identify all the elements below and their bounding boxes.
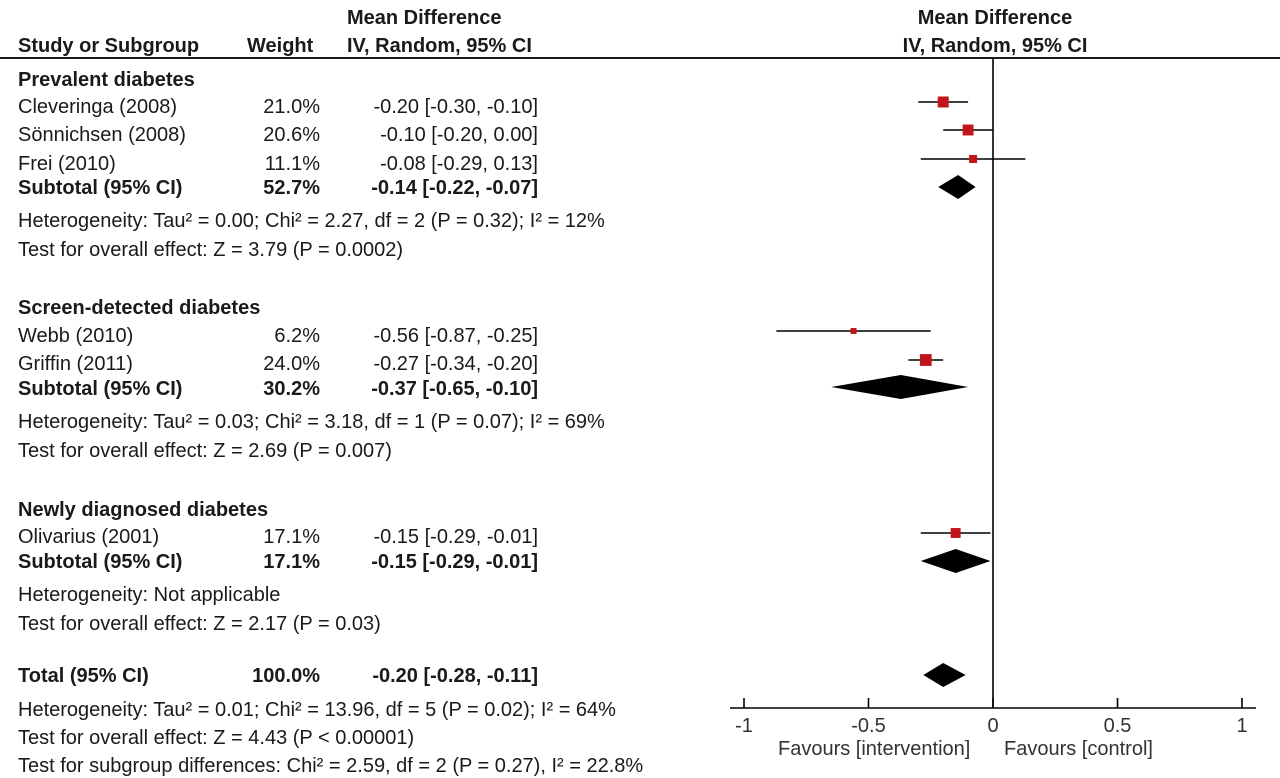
x-tick-label: -0.5 [851, 715, 885, 737]
study-weight: 11.1% [264, 153, 320, 175]
overall-effect-text: Test for overall effect: Z = 3.79 (P = 0… [18, 239, 404, 261]
col-header-study: Study or Subgroup [18, 35, 200, 57]
total-ci: -0.20 [-0.28, -0.11] [372, 665, 538, 687]
group-heading: Newly diagnosed diabetes [18, 499, 269, 521]
overall-effect-text: Test for overall effect: Z = 2.69 (P = 0… [18, 440, 392, 462]
overall-effect-text: Test for overall effect: Z = 2.17 (P = 0… [18, 613, 381, 635]
study-ci: -0.56 [-0.87, -0.25] [373, 325, 538, 347]
study-marker [962, 124, 974, 136]
x-tick-label: 1 [1236, 715, 1247, 737]
col-header-md-line2: IV, Random, 95% CI [347, 35, 532, 57]
header-rule [0, 57, 1280, 59]
subtotal-label: Subtotal (95% CI) [18, 177, 183, 199]
study-ci: -0.08 [-0.29, 0.13] [380, 153, 538, 175]
total-heterogeneity-text: Heterogeneity: Tau² = 0.01; Chi² = 13.96… [18, 699, 616, 721]
study-weight: 24.0% [263, 353, 320, 375]
total-weight: 100.0% [252, 665, 320, 687]
plot-title-line2: IV, Random, 95% CI [902, 35, 1088, 57]
study-marker [937, 96, 949, 108]
subgroup-differences-text: Test for subgroup differences: Chi² = 2.… [18, 755, 644, 777]
plot-title-line1: Mean Difference [917, 7, 1073, 29]
x-tick-label: 0 [987, 715, 998, 737]
study-ci: -0.27 [-0.34, -0.20] [373, 353, 538, 375]
x-tick-label: 0.5 [1104, 715, 1132, 737]
study-marker [950, 528, 961, 538]
group-heading: Screen-detected diabetes [18, 297, 261, 319]
subtotal-label: Subtotal (95% CI) [18, 551, 183, 573]
subtotal-diamond [938, 175, 976, 199]
col-header-md-line1: Mean Difference [347, 7, 502, 29]
subtotal-diamond [831, 375, 969, 399]
subtotal-ci: -0.14 [-0.22, -0.07] [371, 177, 538, 199]
study-weight: 21.0% [263, 96, 320, 118]
study-weight: 17.1% [263, 526, 320, 548]
x-tick-label: -1 [735, 715, 753, 737]
subtotal-diamond [920, 549, 991, 573]
study-ci: -0.10 [-0.20, 0.00] [380, 124, 538, 146]
group-heading: Prevalent diabetes [18, 69, 195, 91]
heterogeneity-text: Heterogeneity: Tau² = 0.00; Chi² = 2.27,… [18, 210, 605, 232]
study-marker [969, 155, 978, 163]
study-weight: 20.6% [263, 124, 320, 146]
study-name: Webb (2010) [18, 325, 134, 347]
subtotal-label: Subtotal (95% CI) [18, 378, 183, 400]
total-label: Total (95% CI) [18, 665, 149, 687]
study-name: Frei (2010) [18, 153, 116, 175]
subtotal-weight: 52.7% [263, 177, 320, 199]
heterogeneity-text: Heterogeneity: Tau² = 0.03; Chi² = 3.18,… [18, 411, 605, 433]
favours-control-label: Favours [control] [1004, 738, 1153, 760]
subtotal-ci: -0.37 [-0.65, -0.10] [371, 378, 538, 400]
subtotal-ci: -0.15 [-0.29, -0.01] [371, 551, 538, 573]
col-header-weight: Weight [247, 35, 314, 57]
study-weight: 6.2% [274, 325, 320, 347]
subtotal-weight: 17.1% [263, 551, 320, 573]
study-marker [850, 328, 857, 334]
heterogeneity-text: Heterogeneity: Not applicable [18, 584, 281, 606]
total-overall-effect-text: Test for overall effect: Z = 4.43 (P < 0… [18, 727, 415, 749]
total-diamond [923, 663, 966, 687]
study-ci: -0.15 [-0.29, -0.01] [373, 526, 538, 548]
study-marker [919, 354, 932, 366]
study-name: Cleveringa (2008) [18, 96, 177, 118]
subtotal-weight: 30.2% [263, 378, 320, 400]
favours-intervention-label: Favours [intervention] [778, 738, 971, 760]
study-name: Olivarius (2001) [18, 526, 160, 548]
study-ci: -0.20 [-0.30, -0.10] [373, 96, 538, 118]
study-name: Griffin (2011) [18, 353, 133, 375]
study-name: Sönnichsen (2008) [18, 124, 186, 146]
